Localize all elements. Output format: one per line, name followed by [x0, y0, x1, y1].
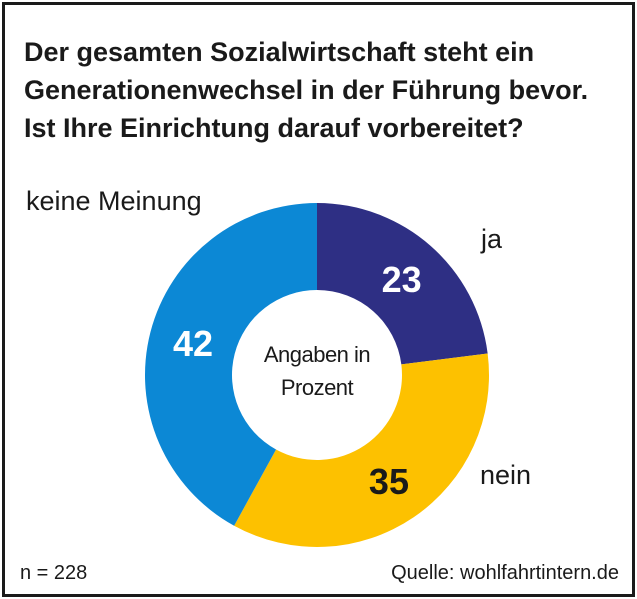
- title-line: Der gesamten Sozialwirtschaft steht ein: [24, 37, 535, 67]
- slice-ja: [317, 203, 488, 365]
- slice-category-labels: ja nein keine Meinung: [26, 186, 531, 490]
- center-label-line-1: Angaben in: [264, 342, 370, 367]
- slice-keine-meinung: [145, 203, 317, 526]
- donut-slices: [145, 203, 490, 547]
- category-label-ja: ja: [480, 224, 503, 254]
- chart-title: Der gesamten Sozialwirtschaft steht ein …: [24, 33, 624, 147]
- value-label-nein: 35: [369, 461, 409, 502]
- category-label-keine-meinung: keine Meinung: [26, 186, 202, 216]
- center-label-line-2: Prozent: [281, 375, 354, 400]
- slice-value-labels: 23 35 42: [173, 259, 422, 502]
- title-line: Generationenwechsel in der Führung bevor…: [24, 75, 589, 105]
- category-label-nein: nein: [480, 460, 531, 490]
- value-label-keine-meinung: 42: [173, 323, 213, 364]
- value-label-ja: 23: [382, 259, 422, 300]
- title-line: Ist Ihre Einrichtung darauf vorbereitet?: [24, 113, 524, 143]
- source-credit: Quelle: wohlfahrtintern.de: [391, 562, 619, 584]
- sample-size: n = 228: [20, 562, 88, 584]
- slice-nein: [234, 353, 490, 547]
